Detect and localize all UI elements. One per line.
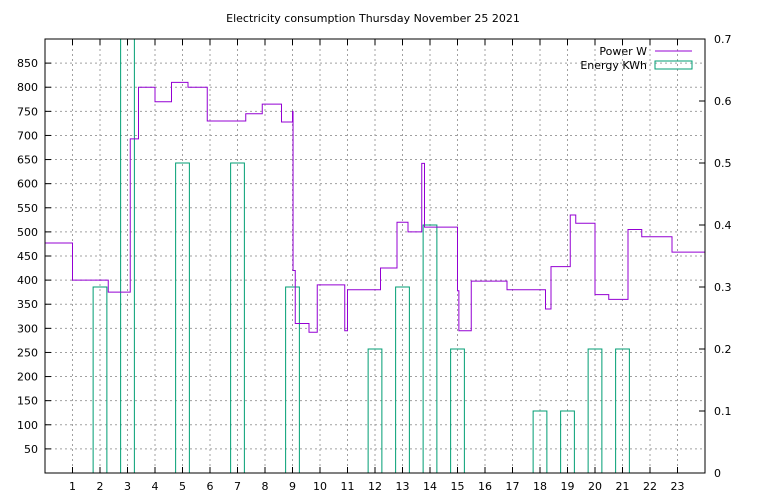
y-left-tick-label: 300 xyxy=(17,322,38,335)
axis-ticks: 1 2 3 4 5 6 7 8 9 10 11 12 13 14 15 16 17 18 19 20 21 22 23501… xyxy=(17,33,732,493)
x-tick-label: 4 xyxy=(152,480,159,493)
legend-power-label: Power W xyxy=(599,45,647,58)
x-tick-label: 9 xyxy=(289,480,296,493)
x-tick-label: 11 xyxy=(341,480,355,493)
x-tick-label: 23 xyxy=(671,480,685,493)
x-tick-label: 2 xyxy=(97,480,104,493)
y-left-tick-label: 150 xyxy=(17,395,38,408)
y-left-tick-label: 200 xyxy=(17,371,38,384)
x-tick-label: 19 xyxy=(561,480,575,493)
legend: Power W Energy KWh xyxy=(580,45,693,72)
grid xyxy=(45,39,705,473)
y-left-tick-label: 750 xyxy=(17,105,38,118)
y-left-tick-label: 400 xyxy=(17,274,38,287)
y-left-tick-label: 350 xyxy=(17,298,38,311)
x-tick-label: 7 xyxy=(234,480,241,493)
x-tick-label: 12 xyxy=(368,480,382,493)
y-left-tick-label: 700 xyxy=(17,129,38,142)
legend-energy-label: Energy KWh xyxy=(580,59,647,72)
y-right-tick-label: 0.3 xyxy=(714,281,732,294)
y-right-tick-label: 0.5 xyxy=(714,157,732,170)
x-tick-label: 14 xyxy=(423,480,437,493)
x-tick-label: 15 xyxy=(451,480,465,493)
y-left-tick-label: 450 xyxy=(17,250,38,263)
y-left-tick-label: 50 xyxy=(24,443,38,456)
x-tick-label: 3 xyxy=(124,480,131,493)
y-left-tick-label: 850 xyxy=(17,57,38,70)
power-line xyxy=(45,81,705,333)
y-right-tick-label: 0.6 xyxy=(714,95,732,108)
x-tick-label: 6 xyxy=(207,480,214,493)
x-tick-label: 22 xyxy=(643,480,657,493)
y-right-tick-label: 0.1 xyxy=(714,405,732,418)
legend-energy-swatch xyxy=(654,60,693,70)
y-right-tick-label: 0.2 xyxy=(714,343,732,356)
y-right-tick-label: 0.7 xyxy=(714,33,732,46)
x-tick-label: 20 xyxy=(588,480,602,493)
y-left-tick-label: 650 xyxy=(17,154,38,167)
y-left-tick-label: 100 xyxy=(17,419,38,432)
y-right-tick-label: 0.4 xyxy=(714,219,732,232)
x-tick-label: 18 xyxy=(533,480,547,493)
x-tick-label: 16 xyxy=(478,480,492,493)
y-left-tick-label: 500 xyxy=(17,226,38,239)
chart-title: Electricity consumption Thursday Novembe… xyxy=(226,12,520,25)
y-right-tick-label: 0 xyxy=(714,467,721,480)
x-tick-label: 10 xyxy=(313,480,327,493)
y-left-tick-label: 250 xyxy=(17,346,38,359)
y-left-tick-label: 600 xyxy=(17,178,38,191)
y-left-tick-label: 800 xyxy=(17,81,38,94)
x-tick-label: 8 xyxy=(262,480,269,493)
x-tick-label: 5 xyxy=(179,480,186,493)
x-tick-label: 17 xyxy=(506,480,520,493)
y-left-tick-label: 550 xyxy=(17,202,38,215)
x-tick-label: 13 xyxy=(396,480,410,493)
x-tick-label: 21 xyxy=(616,480,630,493)
x-tick-label: 1 xyxy=(69,480,76,493)
